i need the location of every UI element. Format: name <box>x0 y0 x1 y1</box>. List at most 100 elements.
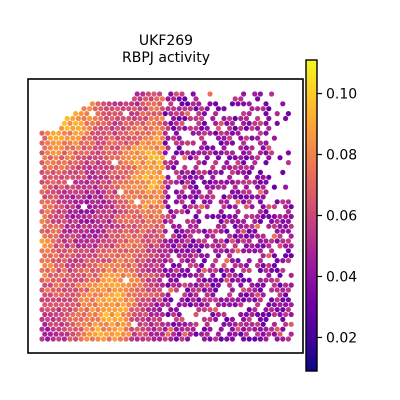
tissue-spot <box>269 248 275 254</box>
tissue-spot <box>50 316 56 322</box>
tissue-spot <box>271 184 277 190</box>
tissue-spot <box>243 145 249 151</box>
tissue-spot <box>193 96 199 102</box>
tissue-spot <box>157 120 163 126</box>
tissue-spot <box>67 189 73 195</box>
tissue-spot <box>227 125 233 131</box>
tissue-spot <box>215 184 221 190</box>
tissue-spot <box>73 307 79 313</box>
tissue-spot <box>109 292 115 298</box>
tissue-spot <box>193 272 199 278</box>
tissue-spot <box>95 150 101 156</box>
tissue-spot <box>154 302 160 308</box>
tissue-spot <box>196 101 202 107</box>
tissue-spot <box>101 277 107 283</box>
tissue-spot <box>196 169 202 175</box>
tissue-spot <box>123 287 129 293</box>
tissue-spot <box>120 145 126 151</box>
tissue-spot <box>56 307 62 313</box>
tissue-spot <box>101 307 107 313</box>
tissue-spot <box>50 238 56 244</box>
tissue-spot <box>288 213 294 220</box>
tissue-spot <box>241 111 247 117</box>
tissue-spot <box>274 326 280 332</box>
tissue-spot <box>277 223 283 229</box>
tissue-spot <box>120 292 126 298</box>
tissue-spot <box>78 120 84 126</box>
tissue-spot <box>78 189 84 195</box>
tissue-spot <box>117 111 123 117</box>
tissue-spot <box>171 96 177 102</box>
tissue-spot <box>143 292 149 298</box>
tissue-spot <box>112 150 118 156</box>
tissue-spot <box>249 292 255 298</box>
tissue-spot <box>257 179 263 185</box>
tissue-spot <box>280 228 286 234</box>
tissue-spot <box>263 238 269 244</box>
tissue-spot <box>266 223 272 229</box>
tissue-spot <box>126 184 132 190</box>
tissue-spot <box>59 272 65 278</box>
tissue-spot <box>252 91 258 97</box>
tissue-spot <box>187 321 193 327</box>
tissue-spot <box>117 258 123 264</box>
tissue-spot <box>243 233 249 239</box>
tissue-spot <box>151 277 157 283</box>
tissue-spot <box>103 272 109 278</box>
tissue-spot <box>89 238 95 244</box>
tissue-spot <box>255 262 261 269</box>
tissue-spot <box>274 218 280 224</box>
tissue-spot <box>109 223 115 229</box>
tissue-spot <box>218 209 224 215</box>
tissue-spot <box>129 267 135 273</box>
tissue-spot <box>235 238 241 244</box>
tissue-spot <box>61 267 67 273</box>
tissue-spot <box>112 277 118 283</box>
tissue-spot <box>56 228 62 234</box>
tissue-spot <box>215 155 221 161</box>
tissue-spot <box>73 297 79 303</box>
tissue-spot <box>145 307 151 313</box>
tissue-spot <box>64 155 70 161</box>
tissue-spot <box>106 169 112 175</box>
tissue-spot <box>221 213 227 220</box>
tissue-spot <box>67 150 73 156</box>
tissue-spot <box>235 326 241 332</box>
tissue-spot <box>42 164 48 171</box>
tissue-spot <box>64 184 70 190</box>
tissue-spot <box>81 233 87 239</box>
tissue-spot <box>106 258 112 264</box>
tissue-spot <box>224 248 230 254</box>
tissue-spot <box>255 223 261 229</box>
tissue-spot <box>151 101 157 107</box>
tissue-spot <box>61 238 67 244</box>
tissue-spot <box>70 135 76 141</box>
tissue-spot <box>98 253 104 259</box>
tissue-spot <box>257 209 263 215</box>
tissue-spot <box>148 233 154 239</box>
tissue-spot <box>47 194 54 200</box>
tissue-spot <box>112 218 118 224</box>
tissue-spot <box>101 179 107 185</box>
tissue-spot <box>92 233 98 239</box>
tissue-spot <box>173 130 179 136</box>
tissue-spot <box>246 287 252 293</box>
tissue-spot <box>196 218 202 224</box>
tissue-spot <box>137 135 143 141</box>
tissue-spot <box>70 125 76 131</box>
tissue-spot <box>190 189 196 195</box>
tissue-spot <box>53 233 59 239</box>
tissue-spot <box>42 145 48 151</box>
tissue-spot <box>246 307 252 313</box>
tissue-spot <box>61 179 67 185</box>
tissue-spot <box>78 199 84 205</box>
tissue-spot <box>173 326 179 332</box>
tissue-spot <box>92 321 98 327</box>
tissue-spot <box>260 204 266 210</box>
tissue-spot <box>59 204 65 210</box>
tissue-spot <box>45 150 51 156</box>
tissue-spot <box>229 267 235 273</box>
tissue-spot <box>39 228 45 234</box>
tissue-spot <box>154 223 160 229</box>
tissue-spot <box>185 238 191 244</box>
